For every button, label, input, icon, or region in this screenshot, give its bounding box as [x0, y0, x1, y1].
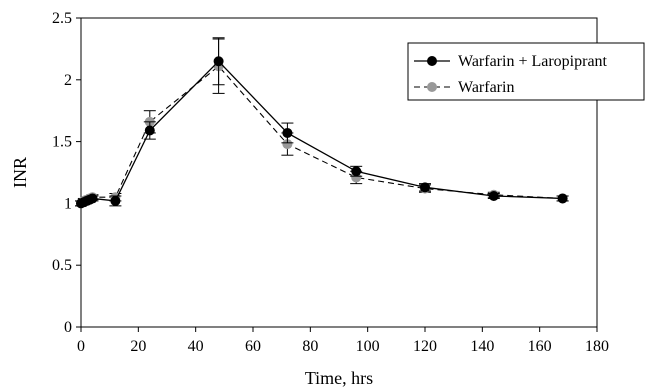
data-point — [351, 166, 362, 177]
x-tick-label: 20 — [130, 338, 146, 355]
x-tick-label: 60 — [245, 338, 261, 355]
data-point — [488, 190, 499, 201]
x-tick-label: 180 — [585, 338, 609, 355]
data-point — [87, 193, 98, 204]
data-point — [144, 125, 155, 136]
x-tick-label: 140 — [470, 338, 494, 355]
legend-marker-warfarin — [427, 82, 437, 92]
x-tick-label: 100 — [356, 338, 380, 355]
x-tick-label: 160 — [528, 338, 552, 355]
axis-ticks: 0 20 40 60 80 100 120 140 160 180 0 0.5 1 1.5 2 2.5 — [52, 10, 609, 355]
legend: Warfarin + Laropiprant Warfarin — [407, 42, 645, 101]
x-tick-label: 40 — [188, 338, 204, 355]
series-warfarin-laropiprant — [75, 37, 569, 209]
x-axis-label: Time, hrs — [305, 368, 373, 388]
y-tick-label: 2.5 — [52, 10, 72, 27]
legend-marker-warfarin-laropiprant — [427, 56, 437, 66]
plot-area — [80, 17, 598, 328]
data-point — [213, 56, 224, 67]
data-point — [557, 193, 568, 204]
y-tick-label: 0.5 — [52, 257, 72, 274]
plot-border — [80, 17, 598, 328]
y-tick-label: 0 — [64, 319, 72, 336]
y-tick-label: 1 — [64, 195, 72, 212]
series-layer — [75, 37, 569, 209]
legend-label-warfarin: Warfarin — [458, 79, 514, 96]
y-axis-label: INR — [10, 157, 30, 188]
y-tick-label: 2 — [64, 72, 72, 89]
data-point — [420, 182, 430, 193]
x-tick-label: 120 — [413, 338, 437, 355]
data-point — [282, 127, 293, 138]
y-tick-label: 1.5 — [52, 134, 72, 151]
data-point — [282, 139, 293, 150]
legend-label-warfarin-laropiprant: Warfarin + Laropiprant — [458, 53, 608, 70]
x-tick-label: 0 — [77, 338, 85, 355]
data-point — [110, 195, 121, 206]
legend-box — [407, 42, 645, 101]
x-tick-label: 80 — [302, 338, 318, 355]
